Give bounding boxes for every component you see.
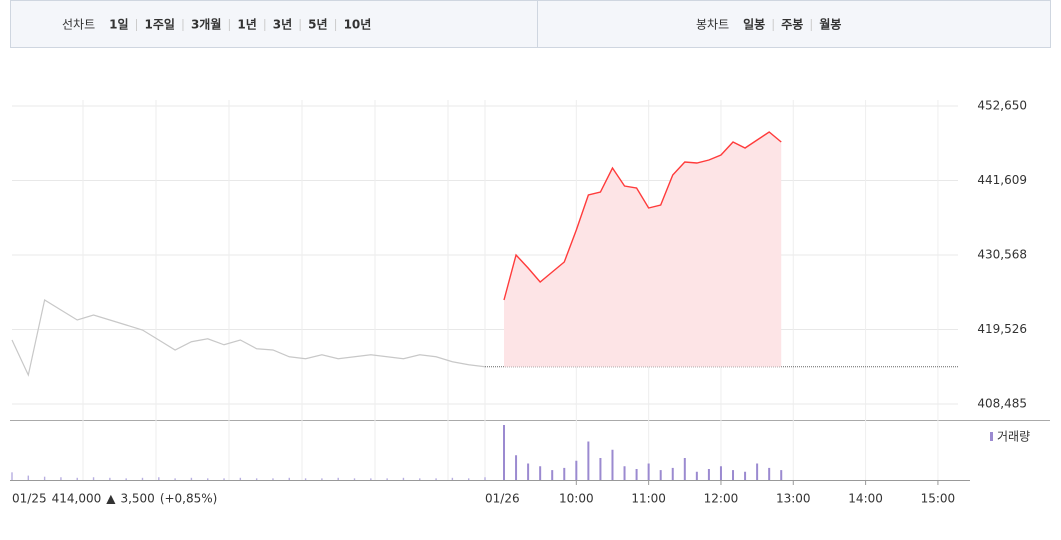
volume-bar bbox=[635, 469, 638, 480]
y-tick-label: 441,609 bbox=[977, 173, 1027, 187]
y-tick-label: 430,568 bbox=[977, 247, 1027, 261]
volume-bar bbox=[370, 478, 372, 480]
volume-bar bbox=[611, 449, 614, 480]
volume-bar bbox=[575, 460, 578, 480]
x-date-label: 01/26 bbox=[485, 492, 520, 506]
area bbox=[504, 132, 782, 367]
volume-bar bbox=[563, 467, 566, 480]
volume-bar bbox=[780, 470, 783, 480]
y-tick-label: 419,526 bbox=[977, 322, 1027, 336]
volume-bar bbox=[707, 469, 710, 480]
volume-bar bbox=[386, 478, 388, 480]
legend-label: 거래량 bbox=[997, 430, 1030, 444]
volume-bar bbox=[515, 455, 518, 480]
volume-bar bbox=[76, 477, 78, 480]
volume-bar bbox=[732, 470, 735, 480]
period-button[interactable]: 3개월 bbox=[191, 17, 221, 32]
legend-swatch bbox=[990, 432, 993, 441]
volume-bar bbox=[255, 478, 258, 480]
volume-bar bbox=[419, 478, 421, 480]
volume-bar bbox=[435, 478, 437, 480]
summary-close: 414,000 bbox=[52, 492, 102, 506]
volume-bar bbox=[11, 472, 13, 480]
period-button[interactable]: 5년 bbox=[308, 18, 327, 32]
volume-bar bbox=[304, 478, 307, 480]
previous-day-line bbox=[11, 299, 486, 377]
volume-bar bbox=[190, 477, 193, 480]
volume-bar bbox=[527, 463, 530, 480]
y-tick-label: 408,485 bbox=[977, 397, 1027, 411]
y-tick-label: 452,650 bbox=[977, 98, 1027, 112]
volume-bar bbox=[467, 478, 470, 480]
volume-bar bbox=[451, 477, 454, 480]
volume-bar bbox=[353, 478, 356, 480]
volume-bar bbox=[27, 475, 30, 480]
toolbar-label: 봉차트 bbox=[696, 18, 729, 32]
x-tick-label: 10:00 bbox=[559, 492, 594, 506]
volume-bar bbox=[109, 477, 111, 480]
volume-bar bbox=[719, 466, 722, 480]
x-tick-label: 13:00 bbox=[776, 492, 811, 506]
volume-bar bbox=[158, 477, 160, 480]
volume-bar bbox=[60, 477, 62, 480]
period-button[interactable]: 1년 bbox=[237, 18, 256, 32]
volume-bar bbox=[43, 476, 46, 480]
summary-direction: ▲ bbox=[106, 492, 116, 506]
volume-bar bbox=[141, 477, 144, 480]
x-tick-label: 11:00 bbox=[631, 492, 666, 506]
volume-bar bbox=[272, 478, 274, 480]
volume-bar bbox=[647, 463, 650, 480]
period-button[interactable]: 3년 bbox=[273, 18, 292, 32]
volume-bar bbox=[587, 441, 590, 480]
volume-bar bbox=[539, 466, 542, 480]
period-button[interactable]: 1주일 bbox=[145, 18, 175, 32]
volume-bar bbox=[321, 478, 323, 480]
volume-bar bbox=[503, 425, 505, 480]
volume-bar bbox=[207, 478, 209, 480]
volume-bar bbox=[756, 463, 759, 480]
volume-bar bbox=[695, 471, 698, 480]
volume-bar bbox=[125, 478, 127, 480]
volume-bar bbox=[174, 478, 176, 480]
volume-bar bbox=[551, 470, 554, 480]
summary-change-pct: (+0,85%) bbox=[160, 492, 218, 506]
volume-bar bbox=[599, 458, 602, 480]
summary-date: 01/25 bbox=[12, 492, 47, 506]
volume-bar bbox=[239, 477, 242, 480]
x-tick-label: 12:00 bbox=[704, 492, 739, 506]
toolbar bbox=[10, 0, 1051, 48]
volume-bar bbox=[623, 466, 626, 480]
volume-bar bbox=[768, 467, 771, 480]
price-line bbox=[503, 131, 782, 301]
volume-bar bbox=[659, 470, 662, 480]
volume-bar bbox=[402, 477, 405, 480]
toolbar-label: 선차트 bbox=[62, 18, 95, 32]
period-button[interactable]: 일봉 bbox=[743, 18, 765, 32]
volume-bar bbox=[671, 467, 674, 480]
x-tick-label: 15:00 bbox=[921, 492, 956, 506]
volume-bar bbox=[337, 477, 339, 480]
volume-bar bbox=[288, 477, 290, 480]
volume-bar bbox=[744, 471, 747, 480]
summary-change: 3,500 bbox=[120, 492, 154, 506]
period-button[interactable]: 10년 bbox=[344, 18, 372, 32]
volume-bar bbox=[683, 458, 686, 480]
period-button[interactable]: 주봉 bbox=[781, 18, 803, 32]
x-tick-label: 14:00 bbox=[848, 492, 883, 506]
volume-bar bbox=[92, 477, 95, 480]
volume-bar bbox=[223, 478, 225, 480]
period-button[interactable]: 월봉 bbox=[819, 17, 841, 32]
volume-bar bbox=[484, 477, 486, 480]
period-button[interactable]: 1일 bbox=[109, 18, 128, 32]
